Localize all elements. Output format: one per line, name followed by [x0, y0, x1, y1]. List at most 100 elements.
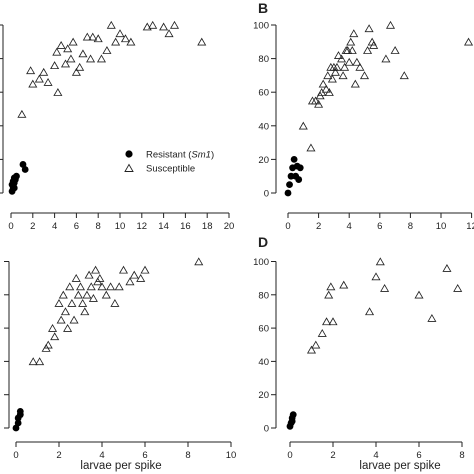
- susceptible-point: [52, 47, 62, 56]
- y-tick-label: 40: [258, 121, 269, 132]
- x-tick-label: 14: [158, 221, 169, 232]
- x-tick-label: 4: [52, 221, 57, 232]
- x-tick-label: 6: [74, 221, 79, 232]
- y-tick-label: 0: [264, 189, 269, 200]
- x-tick-label: 8: [185, 450, 190, 461]
- susceptible-point: [53, 88, 63, 96]
- susceptible-point: [86, 282, 96, 291]
- susceptible-point: [343, 46, 353, 54]
- susceptible-point: [43, 77, 53, 86]
- susceptible-point: [120, 34, 130, 43]
- susceptible-point: [365, 307, 375, 316]
- susceptible-point: [344, 57, 354, 66]
- x-tick-label: 10: [226, 450, 237, 461]
- susceptible-point: [93, 34, 103, 43]
- susceptible-point: [148, 20, 158, 29]
- susceptible-point: [114, 282, 124, 291]
- x-tick-label: 8: [408, 221, 413, 232]
- susceptible-point: [75, 62, 85, 71]
- x-tick-label: 0: [8, 221, 13, 232]
- susceptible-point: [328, 317, 338, 326]
- susceptible-point: [340, 62, 350, 71]
- resistant-point: [16, 407, 24, 415]
- panel-c: 0 2 4 6 8 10: [4, 257, 237, 461]
- x-tick-label: 10: [436, 221, 447, 232]
- susceptible-point: [58, 290, 68, 299]
- x-tick-label: 6: [142, 450, 147, 461]
- susceptible-point: [352, 57, 362, 66]
- susceptible-point: [380, 283, 390, 292]
- susceptible-point: [71, 67, 81, 76]
- susceptible-point: [324, 88, 334, 96]
- susceptible-point: [453, 283, 463, 292]
- susceptible-point: [371, 272, 381, 281]
- resistant-point: [10, 174, 18, 182]
- susceptible-point: [82, 32, 92, 41]
- x-tick-label: 0: [13, 450, 18, 461]
- susceptible-point: [66, 54, 76, 63]
- x-axis-label-d: larvae per spike: [359, 460, 440, 472]
- susceptible-point: [118, 265, 129, 274]
- x-tick-label: 0: [285, 221, 290, 232]
- susceptible-point: [50, 61, 60, 70]
- susceptible-point: [164, 29, 174, 38]
- susceptible-point: [318, 79, 328, 88]
- susceptible-point: [28, 357, 38, 366]
- x-tick-label: 6: [416, 450, 421, 461]
- susceptible-point: [306, 345, 317, 354]
- susceptible-point: [140, 265, 150, 274]
- susceptible-point: [369, 41, 379, 49]
- susceptible-point: [350, 79, 360, 88]
- susceptible-point: [322, 317, 332, 326]
- x-tick-label: 2: [56, 450, 61, 461]
- x-tick-label: 20: [224, 221, 235, 232]
- legend-resistant-marker: [125, 150, 133, 158]
- susceptible-point: [333, 51, 344, 59]
- susceptible-point: [56, 315, 66, 324]
- susceptible-point: [97, 282, 107, 291]
- susceptible-point: [115, 29, 125, 38]
- y-tick-label: 60: [258, 324, 269, 335]
- x-axis-label-c: larvae per spike: [80, 460, 161, 472]
- panel-letter-b: B: [258, 0, 268, 16]
- x-tick-label: 18: [202, 221, 213, 232]
- susceptible-point: [68, 37, 78, 46]
- susceptible-point: [326, 282, 336, 291]
- susceptible-point: [346, 37, 356, 46]
- susceptible-point: [26, 66, 36, 75]
- susceptible-point: [327, 74, 337, 83]
- panel-b: 0 2 4 6 8 10 12 0 20 40 60 80 100: [253, 21, 474, 233]
- x-tick-label: 2: [330, 450, 335, 461]
- x-tick-label: 12: [137, 221, 148, 232]
- susceptible-point: [82, 290, 92, 299]
- resistant-point: [296, 164, 304, 172]
- susceptible-point: [111, 37, 121, 46]
- susceptible-point: [385, 20, 396, 29]
- susceptible-point: [101, 290, 111, 299]
- susceptible-point: [314, 99, 324, 108]
- susceptible-point: [63, 44, 73, 53]
- x-tick-label: 4: [373, 450, 378, 461]
- susceptible-point: [56, 41, 66, 49]
- susceptible-point: [50, 332, 60, 341]
- susceptible-point: [63, 323, 73, 332]
- susceptible-point: [324, 290, 334, 299]
- susceptible-point: [60, 59, 71, 68]
- susceptible-point: [347, 46, 357, 54]
- y-tick-label: 80: [258, 290, 269, 301]
- legend-resistant-suffix: ): [211, 150, 214, 161]
- susceptible-point: [197, 37, 207, 46]
- susceptible-point: [67, 298, 77, 307]
- susceptible-point: [48, 323, 58, 332]
- susceptible-point: [78, 298, 88, 307]
- susceptible-point: [359, 71, 370, 80]
- susceptible-point: [332, 62, 342, 71]
- x-tick-label: 16: [180, 221, 191, 232]
- susceptible-point: [159, 22, 169, 31]
- susceptible-point: [306, 143, 316, 152]
- x-tick-label: 8: [96, 221, 101, 232]
- susceptible-point: [363, 46, 373, 54]
- susceptible-point: [88, 293, 98, 302]
- susceptible-point: [110, 298, 120, 307]
